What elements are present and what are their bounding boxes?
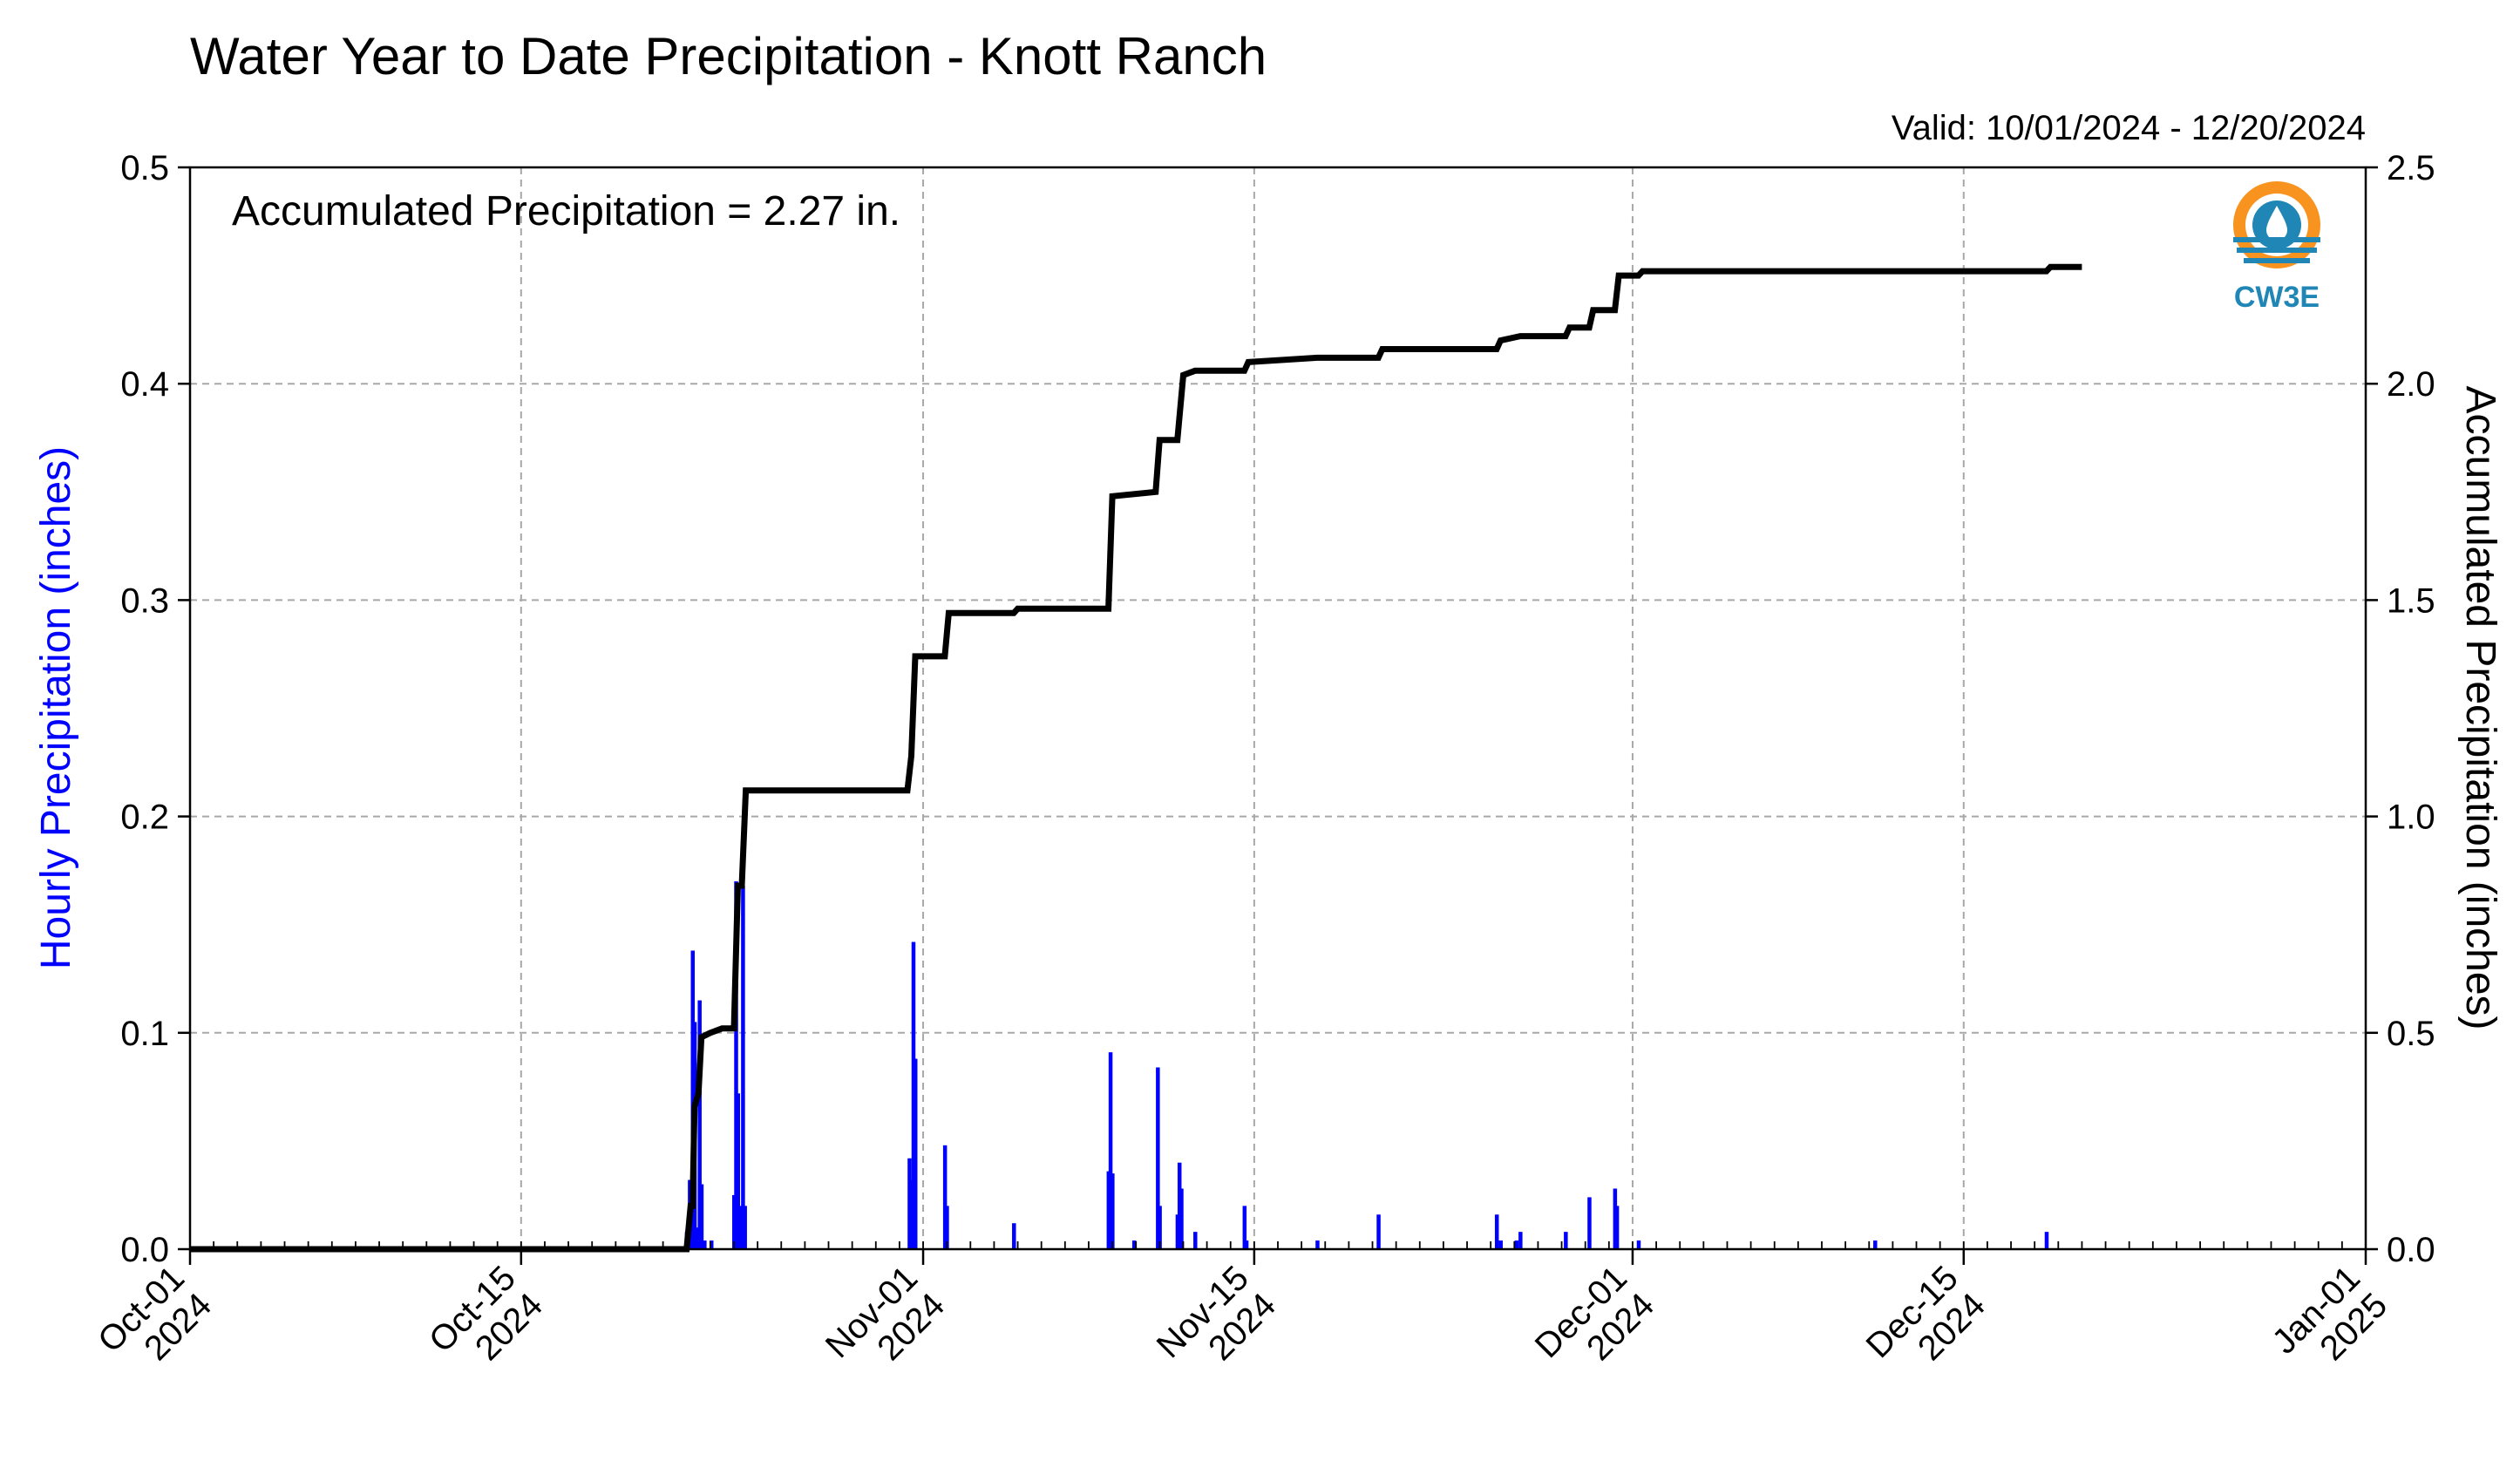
y-right-tick-label: 2.5 (2387, 149, 2435, 187)
precip-bar (1518, 1232, 1523, 1249)
y-left-tick-label: 0.0 (120, 1231, 169, 1269)
precip-bar (1012, 1223, 1016, 1249)
precip-bar (1587, 1197, 1592, 1249)
precip-bar (1614, 1206, 1620, 1249)
y-left-tick-label: 0.2 (120, 798, 169, 837)
precip-bar (703, 1240, 707, 1249)
precip-bar (1873, 1240, 1878, 1249)
accumulated-line-group (190, 263, 2082, 1253)
axis-ticks: 0.0 0.1 0.2 0.3 0.4 0.5 0.0 0.5 1.0 1.5 2.0 2.5 Oct-… (91, 149, 2435, 1368)
precip-bar (743, 1206, 747, 1249)
precip-bar (1106, 1171, 1111, 1249)
precip-bar (1177, 1162, 1182, 1249)
y-left-axis-label: Hourly Precipitation (inches) (33, 446, 79, 969)
cw3e-logo: CW3E (2233, 181, 2320, 314)
precip-bar (1498, 1240, 1503, 1249)
precip-bar (911, 941, 916, 1249)
y-right-tick-label: 1.5 (2387, 581, 2435, 620)
precip-bar (734, 881, 738, 1249)
precip-bar (1636, 1240, 1641, 1249)
y-right-tick-label: 0.0 (2387, 1231, 2435, 1269)
precip-bar (907, 1158, 912, 1249)
precip-bar (1376, 1214, 1381, 1249)
precip-bar (741, 886, 745, 1249)
precip-bar (2044, 1232, 2049, 1249)
precip-bar (736, 1093, 741, 1249)
precip-bar (942, 1145, 948, 1249)
precip-bar (1156, 1067, 1160, 1249)
precip-bar (690, 950, 696, 1249)
precip-bar (1564, 1232, 1568, 1249)
precip-bar (1131, 1240, 1137, 1249)
y-right-tick-label: 1.0 (2387, 798, 2435, 837)
precip-bar (1514, 1240, 1519, 1249)
precip-bar (1158, 1206, 1162, 1249)
precip-bar (699, 1184, 704, 1249)
precip-bar (710, 1240, 714, 1249)
y-left-tick-label: 0.3 (120, 581, 169, 620)
precip-bar (1108, 1052, 1113, 1249)
hourly-bars (684, 881, 2049, 1249)
precip-bar (732, 1194, 737, 1249)
precip-bar (945, 1206, 949, 1249)
y-left-tick-label: 0.4 (120, 365, 169, 404)
chart-title: Water Year to Date Precipitation - Knott… (190, 27, 1267, 85)
precip-bar (1179, 1188, 1184, 1249)
precip-bar (1494, 1214, 1499, 1249)
precip-bar (1242, 1206, 1247, 1249)
precip-bar (909, 1179, 914, 1249)
y-right-tick-label: 0.5 (2387, 1015, 2435, 1053)
precip-bar (1175, 1214, 1180, 1249)
logo-text: CW3E (2234, 281, 2320, 314)
valid-range-label: Valid: 10/01/2024 - 12/20/2024 (1892, 109, 2366, 147)
grid-lines (190, 167, 2366, 1249)
plot-frame (188, 166, 2367, 1251)
precip-bar (1613, 1188, 1618, 1249)
accumulated-annotation: Accumulated Precipitation = 2.27 in. (232, 188, 900, 234)
y-left-tick-label: 0.1 (120, 1015, 169, 1053)
accumulated-line (190, 263, 2082, 1253)
precip-bar (914, 1058, 918, 1249)
y-right-axis-label: Accumulated Precipitation (inches) (2457, 385, 2503, 1029)
precip-bar (737, 1206, 743, 1249)
precip-bar (1111, 1173, 1115, 1249)
precip-bar (695, 1227, 699, 1249)
precip-bar (1244, 1240, 1249, 1249)
precip-bar (1315, 1240, 1320, 1249)
precip-bar (1193, 1232, 1198, 1249)
y-left-tick-label: 0.5 (120, 149, 169, 187)
precip-bar (697, 1000, 702, 1249)
y-right-tick-label: 2.0 (2387, 365, 2435, 404)
